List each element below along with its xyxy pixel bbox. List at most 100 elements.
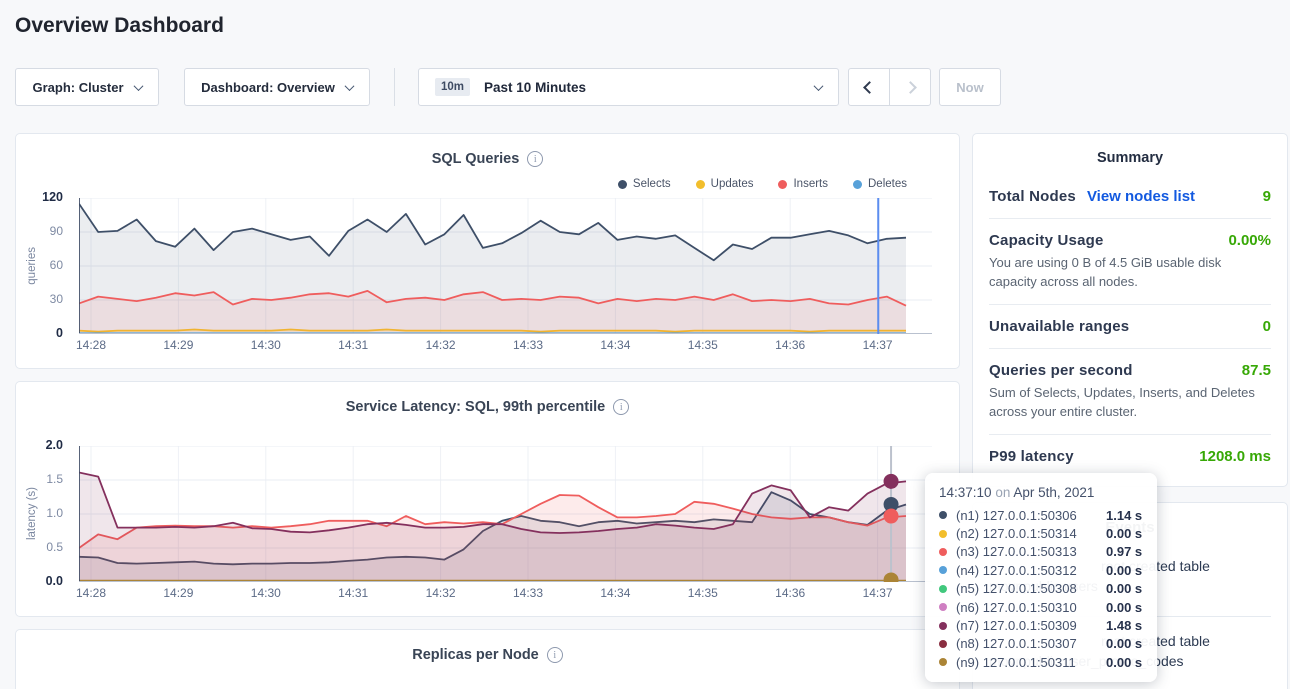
tooltip-node-address: (n2) 127.0.0.1:50314: [956, 526, 1077, 542]
node-dot-icon: [939, 529, 947, 538]
legend-item: Deletes: [853, 178, 907, 190]
graph-dropdown[interactable]: Graph: Cluster: [15, 68, 159, 106]
x-tick-label: 14:34: [600, 586, 631, 600]
node-dot-icon: [939, 658, 947, 667]
summary-title: Summary: [1096, 150, 1164, 166]
graph-dropdown-label: Graph: Cluster: [32, 79, 124, 95]
tooltip-node-address: (n3) 127.0.0.1:50313: [956, 544, 1077, 560]
chevron-down-icon: [344, 80, 355, 91]
tooltip-node-row: (n1) 127.0.0.1:50306 1.14 s: [939, 506, 1143, 524]
x-tick-label: 14:31: [338, 586, 369, 600]
now-button[interactable]: Now: [939, 68, 1001, 106]
x-tick-label: 14:37: [862, 338, 893, 352]
legend-item: Updates: [695, 178, 753, 190]
tooltip-node-value: 0.00 s: [1106, 526, 1143, 542]
node-dot-icon: [939, 621, 947, 630]
replicas-chart-card: Replicas per Node i: [15, 629, 960, 689]
y-tick-label: 2.0: [45, 438, 63, 452]
x-tick-label: 14:31: [338, 338, 369, 352]
tooltip-node-row: (n7) 127.0.0.1:50309 1.48 s: [939, 616, 1143, 634]
tooltip-node-address: (n6) 127.0.0.1:50310: [956, 599, 1077, 615]
tooltip-node-value: 0.00 s: [1106, 562, 1143, 578]
legend-label: Inserts: [793, 178, 828, 190]
x-tick-label: 14:32: [425, 338, 456, 352]
x-tick-label: 14:30: [250, 586, 281, 600]
series-dot-icon: [695, 179, 705, 189]
chart-legend: Selects Updates Inserts Deletes: [617, 178, 907, 190]
x-tick-label: 14:35: [687, 586, 718, 600]
chevron-right-icon: [903, 80, 917, 94]
legend-label: Selects: [632, 178, 671, 190]
summary-description: Sum of Selects, Updates, Inserts, and De…: [989, 385, 1255, 419]
sql-queries-chart-card: SQL Queries i Selects Updates Inserts Delet…: [15, 133, 960, 369]
node-dot-icon: [939, 603, 947, 612]
page-title: Overview Dashboard: [15, 14, 224, 37]
time-next-button[interactable]: [889, 68, 931, 106]
node-dot-icon: [939, 547, 947, 556]
x-tick-label: 14:34: [600, 338, 631, 352]
legend-label: Deletes: [868, 178, 907, 190]
tooltip-node-address: (n4) 127.0.0.1:50312: [956, 562, 1077, 578]
x-tick-label: 14:29: [163, 586, 194, 600]
x-tick-label: 14:36: [775, 338, 806, 352]
x-tick-label: 14:33: [512, 586, 544, 600]
y-tick-label: 0.0: [45, 574, 63, 588]
info-icon[interactable]: i: [546, 647, 563, 663]
y-axis-ticks: 0 30 60 90 120: [16, 190, 71, 340]
tooltip-node-value: 0.00 s: [1106, 654, 1143, 670]
dashboard-dropdown[interactable]: Dashboard: Overview: [184, 68, 370, 106]
node-dot-icon: [939, 639, 947, 648]
divider: [394, 68, 395, 106]
tooltip-node-address: (n7) 127.0.0.1:50309: [956, 618, 1077, 634]
chart-hover-tooltip: 14:37:10 on Apr 5th, 2021 (n1) 127.0.0.1…: [925, 473, 1157, 682]
x-axis-ticks: 14:28 14:29 14:30 14:31 14:32 14:33 14:34 14:35…: [76, 586, 932, 602]
legend-item: Inserts: [778, 178, 828, 190]
tooltip-timestamp: 14:37:10 on Apr 5th, 2021: [939, 485, 1095, 500]
summary-description: You are using 0 B of 4.5 GiB usable disk…: [989, 255, 1222, 289]
x-tick-label: 14:30: [250, 338, 281, 352]
tooltip-node-row: (n8) 127.0.0.1:50307 0.00 s: [939, 635, 1143, 653]
tooltip-node-value: 0.00 s: [1106, 581, 1143, 597]
tooltip-node-row: (n2) 127.0.0.1:50314 0.00 s: [939, 524, 1143, 542]
tooltip-node-value: 1.48 s: [1106, 618, 1143, 634]
summary-row-qps: Queries per second 87.5 Sum of Selects, …: [989, 348, 1271, 434]
time-range-label: Past 10 Minutes: [484, 79, 587, 95]
summary-label: Total Nodes: [989, 188, 1076, 205]
tooltip-node-row: (n6) 127.0.0.1:50310 0.00 s: [939, 598, 1143, 616]
summary-value: 1208.0 ms: [1199, 448, 1271, 465]
summary-row-total-nodes: Total Nodes View nodes list 9: [989, 175, 1271, 218]
tooltip-node-value: 0.97 s: [1106, 544, 1143, 560]
legend-item: Selects: [617, 178, 671, 190]
y-tick-label: 120: [42, 190, 63, 204]
latency-chart-card: Service Latency: SQL, 99th percentile i …: [15, 381, 960, 617]
summary-label: Unavailable ranges: [989, 318, 1130, 335]
time-prev-button[interactable]: [848, 68, 890, 106]
info-icon[interactable]: i: [527, 151, 544, 167]
tooltip-node-row: (n4) 127.0.0.1:50312 0.00 s: [939, 561, 1143, 579]
tooltip-node-value: 1.14 s: [1106, 507, 1143, 523]
summary-row-p99: P99 latency 1208.0 ms: [989, 434, 1271, 478]
chart-plot-area[interactable]: [78, 197, 932, 335]
summary-label: P99 latency: [989, 448, 1074, 465]
y-tick-label: 1.5: [46, 472, 63, 486]
summary-value: 0.00%: [1228, 232, 1271, 249]
tooltip-node-value: 0.00 s: [1106, 636, 1143, 652]
x-axis-ticks: 14:28 14:29 14:30 14:31 14:32 14:33 14:34 14:35…: [76, 338, 932, 354]
summary-label: Capacity Usage: [989, 232, 1104, 249]
summary-panel: Summary Total Nodes View nodes list 9 Ca…: [972, 133, 1288, 487]
time-range-badge: 10m: [435, 78, 471, 96]
x-tick-label: 14:36: [775, 586, 806, 600]
toolbar: Graph: Cluster Dashboard: Overview 10m P…: [15, 68, 1001, 106]
x-tick-label: 14:32: [425, 586, 456, 600]
chevron-left-icon: [862, 80, 876, 94]
tooltip-node-address: (n1) 127.0.0.1:50306: [956, 507, 1077, 523]
dashboard-dropdown-label: Dashboard: Overview: [201, 79, 335, 95]
y-tick-label: 60: [49, 258, 63, 272]
y-axis-ticks: 0.0 0.5 1.0 1.5 2.0: [16, 438, 71, 588]
tooltip-node-address: (n9) 127.0.0.1:50311: [956, 654, 1076, 670]
view-nodes-link[interactable]: View nodes list: [1086, 188, 1196, 205]
chart-plot-area[interactable]: [78, 445, 932, 588]
tooltip-node-address: (n5) 127.0.0.1:50308: [956, 581, 1077, 597]
info-icon[interactable]: i: [613, 399, 630, 415]
time-range-dropdown[interactable]: 10m Past 10 Minutes: [418, 68, 839, 106]
